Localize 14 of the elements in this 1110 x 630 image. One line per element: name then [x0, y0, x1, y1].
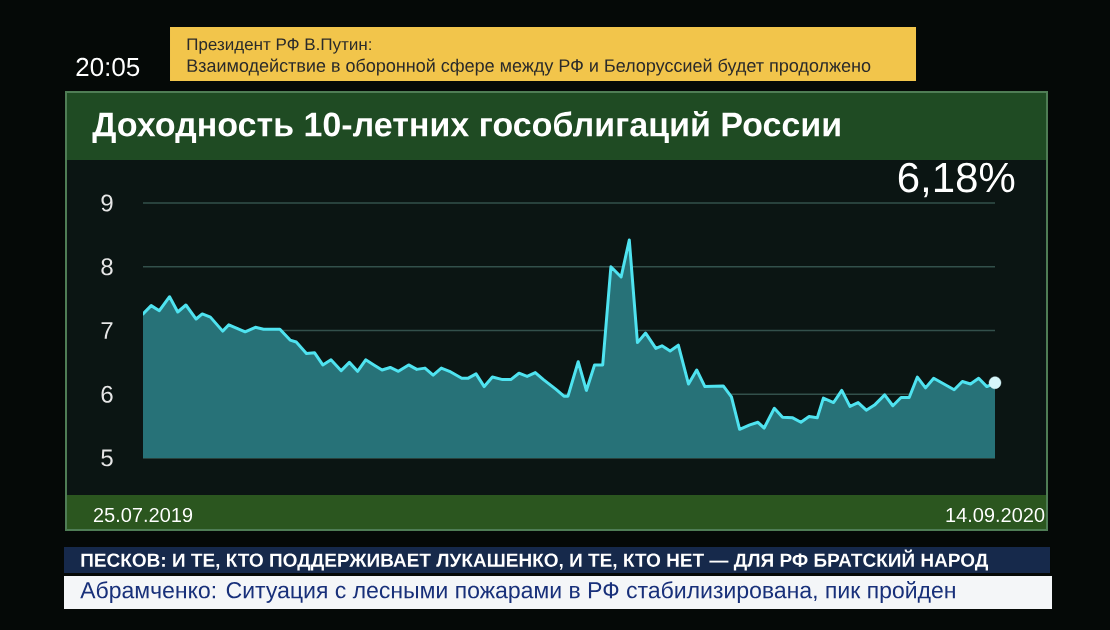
text: ПЕСКОВ: И ТЕ, КТО ПОДДЕРЖИВАЕТ ЛУКАШЕНКО, И ТЕ, КТО НЕТ — ДЛЯ РФ БРАТСКИЙ НАРОД	[81, 549, 988, 571]
x-tick-label: 14.09.2020	[946, 507, 1045, 523]
y-tick-label: 5	[101, 449, 113, 467]
y-tick-label: 7	[101, 322, 113, 339]
y-tick-label: 8	[101, 258, 113, 276]
text: 6,18%	[898, 162, 1015, 198]
y-tick-label: 6	[101, 385, 113, 403]
chart-title: Доходность 10-летних гособлигаций России	[92, 110, 840, 144]
y-tick-label: 9	[101, 194, 113, 212]
text: Президент РФ В.Путин:	[187, 38, 371, 54]
text: 20:05	[76, 57, 140, 77]
x-tick-label: 25.07.2019	[93, 507, 193, 523]
text: Взаимодействие в оборонной сфере между РФ и Белоруссией будет продолжено	[187, 58, 871, 76]
text: Абрамченко: Ситуация с лесными пожарами в РФ стабилизирована, пик пройден	[80, 581, 955, 603]
